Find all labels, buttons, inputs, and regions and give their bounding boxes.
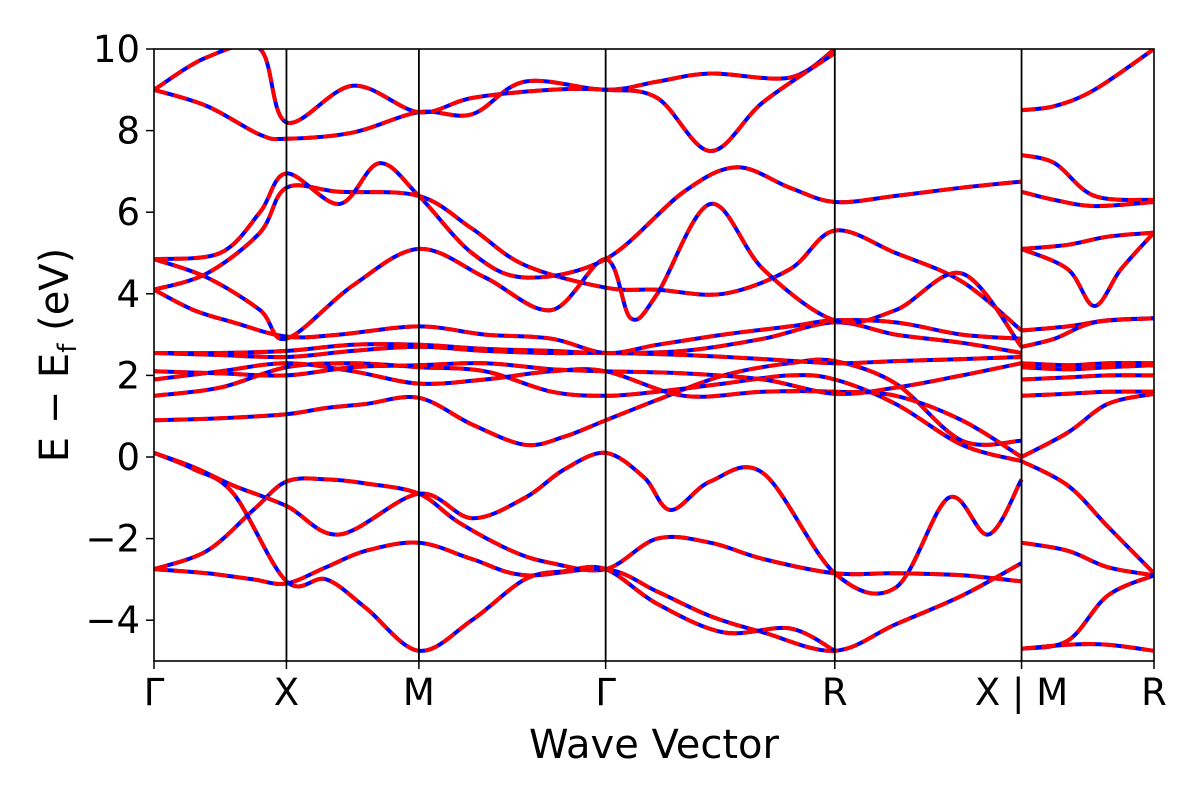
band-line-overlay <box>1021 642 1154 653</box>
band-line-overlay <box>154 450 1024 596</box>
x-tick-label: X <box>274 671 299 714</box>
y-tick-label: 8 <box>116 110 140 153</box>
band-line-overlay <box>154 361 1023 464</box>
band-line-overlay <box>154 49 836 142</box>
band-line-overlay <box>154 540 1023 653</box>
y-axis-label-unit: (eV) <box>32 248 78 344</box>
band-line-overlay <box>154 287 1022 356</box>
x-tick-label: Γ <box>144 671 165 714</box>
band-line-overlay <box>154 344 1022 366</box>
band-line-reference <box>154 320 1022 356</box>
band-line-overlay <box>1021 49 1154 113</box>
y-axis-label: E − Ef (eV) <box>32 248 83 463</box>
band-line-reference <box>154 183 1023 333</box>
band-line-overlay <box>154 357 1022 448</box>
band-line-overlay <box>1020 459 1154 575</box>
band-line-reference <box>1021 153 1154 203</box>
bands-layer <box>154 49 1154 653</box>
band-line-overlay <box>1021 361 1154 368</box>
x-axis-label: Wave Vector <box>529 722 780 768</box>
band-line-reference <box>154 161 1022 280</box>
band-line-overlay <box>1021 363 1154 372</box>
y-ticks: −4 −2 0 2 4 6 8 10 <box>85 28 154 642</box>
y-axis-label-main: E − E <box>32 353 78 463</box>
band-line-overlay <box>154 49 836 154</box>
band-line-reference <box>154 361 1023 464</box>
y-tick-label: 6 <box>116 191 140 234</box>
x-tick-label: R <box>822 671 848 714</box>
band-line-overlay <box>1020 391 1154 459</box>
band-line-overlay <box>1021 540 1154 578</box>
band-line-overlay <box>1021 230 1154 251</box>
band-line-overlay <box>154 476 1022 584</box>
y-tick-label: 4 <box>116 273 140 316</box>
band-line-overlay <box>1020 231 1154 309</box>
band-line-reference <box>1021 49 1154 113</box>
x-tick-label: Γ <box>595 671 616 714</box>
band-line-overlay <box>1021 189 1154 209</box>
y-tick-label: 2 <box>116 354 140 397</box>
band-line-overlay <box>1021 389 1154 398</box>
band-line-reference <box>154 540 1023 653</box>
band-line-overlay <box>154 201 1024 349</box>
band-line-reference <box>1020 231 1154 309</box>
plot-frame <box>153 48 1155 662</box>
band-line-reference <box>1020 459 1154 575</box>
x-tick-label: X | M <box>975 671 1068 714</box>
x-tick-label: M <box>403 671 435 714</box>
y-tick-label: −4 <box>85 599 140 642</box>
band-line-overlay <box>154 161 1022 280</box>
band-line-overlay <box>1021 316 1154 349</box>
k-point-lines <box>285 49 1023 661</box>
x-tick-label: R <box>1141 671 1167 714</box>
band-line-overlay <box>1021 573 1154 651</box>
band-line-reference <box>1021 573 1154 651</box>
band-line-reference <box>154 451 836 653</box>
band-line-overlay <box>154 183 1023 333</box>
y-tick-label: 10 <box>93 28 140 71</box>
y-axis-label-subscript: f <box>53 343 83 353</box>
x-ticks: Γ X M Γ R X | M R <box>144 661 1167 714</box>
y-tick-label: −2 <box>85 518 140 561</box>
band-line-overlay <box>154 451 836 653</box>
y-tick-label: 0 <box>116 436 140 479</box>
band-line-overlay <box>1021 373 1154 382</box>
band-line-reference <box>154 361 1022 397</box>
